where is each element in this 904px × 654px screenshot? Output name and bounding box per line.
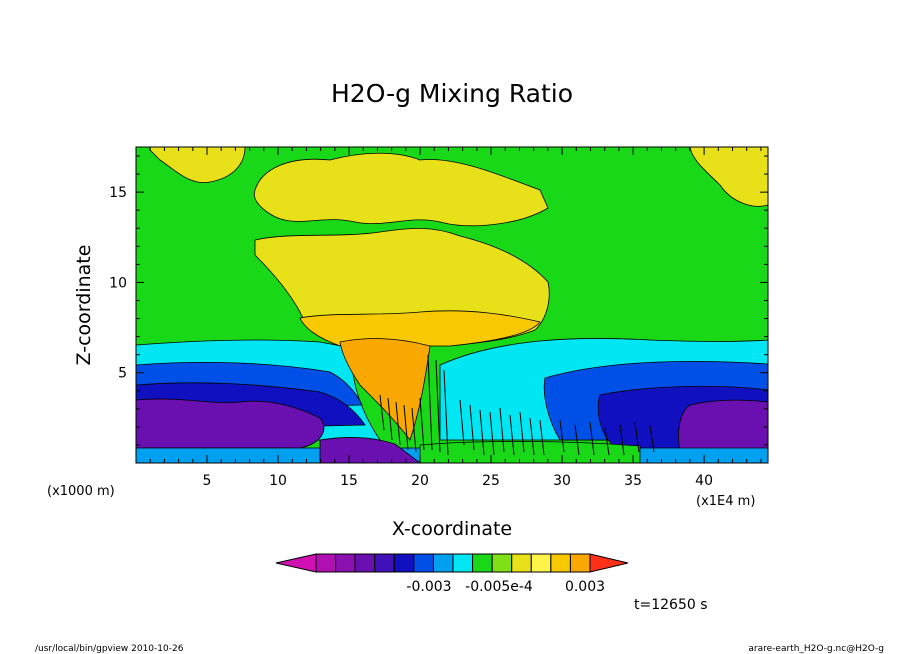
turbulent-lines-a <box>379 354 449 456</box>
colorbar <box>275 553 629 573</box>
colorbar-swatch <box>335 553 356 573</box>
y-tick-label: 15 <box>109 185 127 201</box>
colorbar-labels: -0.003 -0.005e-4 0.003 <box>406 579 605 595</box>
right-yellow-patch <box>689 147 768 207</box>
x-unit-left: (x1000 m) <box>47 484 115 499</box>
x-tick-label: 40 <box>695 473 713 489</box>
turbulent-lines-b <box>459 399 545 456</box>
x-axis: 5 10 15 20 25 30 35 40 <box>149 147 762 489</box>
colorbar-swatch <box>393 553 415 573</box>
colorbar-swatch <box>374 553 395 573</box>
footer-left: /usr/local/bin/gpview 2010-10-26 <box>35 644 184 654</box>
colorbar-swatch <box>511 553 532 573</box>
colorbar-left-arrow <box>275 553 317 573</box>
colorbar-swatch <box>472 553 493 573</box>
surface-purple-patch <box>319 436 421 463</box>
upper-left-yellow-patch <box>149 147 246 184</box>
y-tick-label: 5 <box>118 366 127 382</box>
y-tick-label: 10 <box>109 275 127 291</box>
footer-right: arare-earth_H2O-g.nc@H2O-g <box>748 644 884 654</box>
colorbar-swatch <box>550 553 571 573</box>
colorbar-label: -0.005e-4 <box>465 579 533 595</box>
colorbar-swatch <box>432 553 454 573</box>
surface-green-patch <box>419 440 641 463</box>
colorbar-swatch <box>413 553 434 573</box>
upper-yellow-patch <box>253 152 549 227</box>
colorbar-swatch <box>530 553 552 573</box>
x-tick-label: 30 <box>553 473 571 489</box>
right-purple-band <box>678 399 768 453</box>
x-tick-label: 10 <box>269 473 287 489</box>
colorbar-swatch <box>452 553 474 573</box>
plot-area <box>135 146 769 464</box>
x-tick-label: 35 <box>624 473 642 489</box>
colorbar-label: -0.003 <box>406 579 451 595</box>
x-unit-right: (x1E4 m) <box>696 494 755 509</box>
y-axis-label: Z-coordinate <box>73 245 95 366</box>
colorbar-swatch <box>315 553 337 573</box>
colorbar-right-arrow <box>589 553 629 573</box>
x-tick-label: 25 <box>482 473 500 489</box>
contour-fields <box>136 147 768 463</box>
colorbar-label: 0.003 <box>565 579 605 595</box>
x-tick-label: 5 <box>203 473 212 489</box>
x-axis-label: X-coordinate <box>392 518 512 540</box>
turbulent-lines-c <box>559 419 655 456</box>
x-tick-label: 15 <box>340 473 358 489</box>
chart-title: H2O-g Mixing Ratio <box>331 79 573 108</box>
time-label: t=12650 s <box>634 597 708 613</box>
colorbar-swatch <box>491 553 513 573</box>
x-tick-label: 20 <box>411 473 429 489</box>
central-orange-plume <box>339 338 431 441</box>
colorbar-swatch <box>569 553 591 573</box>
dark-yellow-layer <box>299 310 541 347</box>
y-axis: 5 10 15 <box>109 155 768 446</box>
colorbar-swatch <box>354 553 376 573</box>
plot-frame <box>135 146 769 464</box>
purple-band <box>136 398 325 449</box>
